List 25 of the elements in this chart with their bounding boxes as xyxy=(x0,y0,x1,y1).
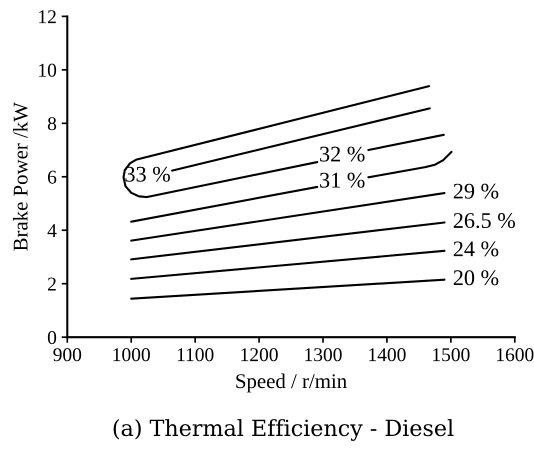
text: (a) Thermal Efficiency - Diesel xyxy=(114,419,454,441)
y-tick-label: 8 xyxy=(48,117,56,130)
x-tick-label: 1300 xyxy=(305,348,342,362)
series-label: 29 % xyxy=(454,184,498,199)
x-tick-label: 900 xyxy=(53,348,82,362)
y-tick-label: 4 xyxy=(48,224,57,237)
series-label: 26.5 % xyxy=(454,213,515,228)
y-tick-label: 2 xyxy=(48,278,56,290)
series-label: 20 % xyxy=(454,270,498,286)
series-label: 33 % xyxy=(126,166,170,182)
x-tick-label: 1200 xyxy=(241,348,278,362)
y-tick-label: 12 xyxy=(39,10,56,24)
x-tick-label: 1000 xyxy=(113,348,150,362)
series-label: 32 % xyxy=(320,146,365,162)
x-axis-title: Speed / r/min xyxy=(236,374,347,392)
series-label: 24 % xyxy=(454,241,498,256)
y-tick-label: 0 xyxy=(48,330,56,344)
y-axis-title: Brake Power /kW xyxy=(12,102,28,251)
series-label: 31 % xyxy=(320,172,365,188)
x-tick-label: 1400 xyxy=(369,348,406,362)
x-tick-label: 1500 xyxy=(433,348,470,362)
x-tick-label: 1100 xyxy=(178,348,214,362)
y-tick-label: 6 xyxy=(48,170,56,184)
y-tick-label: 10 xyxy=(39,64,56,77)
x-tick-label: 1600 xyxy=(497,348,534,362)
